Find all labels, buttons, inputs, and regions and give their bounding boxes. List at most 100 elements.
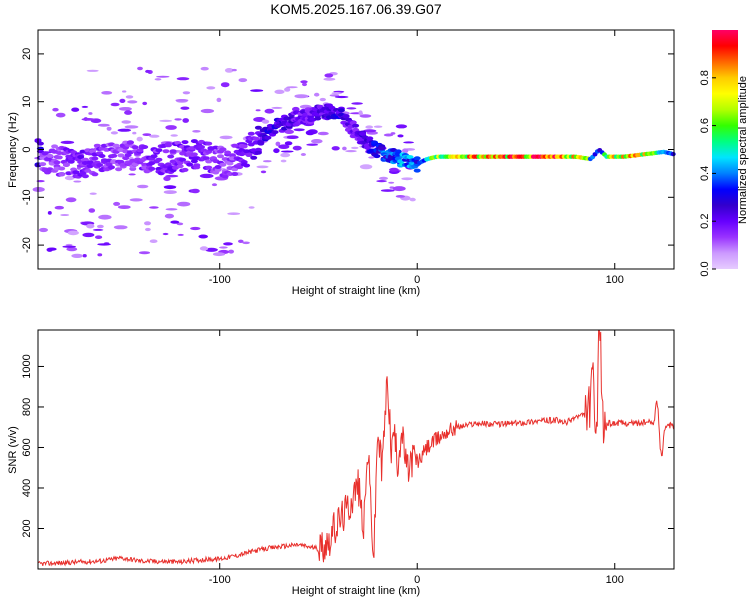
spectrogram-cell — [231, 68, 237, 72]
spectrogram-ridge-cell — [224, 150, 232, 155]
spectrogram-cell — [122, 90, 127, 93]
spectrogram-cell — [256, 165, 269, 169]
spectrogram-cell — [261, 119, 270, 124]
spectrogram-cell — [47, 211, 52, 215]
spectrogram-ridge-cell — [58, 166, 66, 171]
spectrogram-cell — [127, 100, 138, 104]
spectrogram-cell — [292, 145, 302, 151]
spectrogram-ridge-cell — [77, 155, 85, 159]
spectrogram-cell — [174, 118, 182, 121]
spectrogram-cell — [163, 190, 177, 195]
colorbar-tick-label: 0.2 — [699, 214, 711, 229]
spectrogram-ridge-cell — [176, 164, 184, 169]
spectrogram-ridge-cell — [67, 159, 75, 164]
spectrogram-ridge-cell — [81, 157, 89, 162]
spectrogram-cell — [376, 180, 387, 183]
spectrogram-ridge-cell — [217, 154, 224, 159]
colorbar-label: Normalized spectral amplitude — [737, 76, 749, 224]
spectrogram-ridge-cell — [81, 174, 89, 179]
spectrogram-cell — [273, 148, 280, 154]
spectrogram-cell — [163, 185, 177, 190]
spectrogram-cell — [365, 125, 374, 129]
spectrogram-cell — [159, 119, 173, 122]
spectrogram-ridge-cell — [231, 143, 239, 148]
spectrogram-cell — [144, 221, 151, 226]
spectrogram-cell — [395, 195, 406, 198]
spectrogram-cell — [278, 144, 290, 149]
spectrogram-ridge-cell — [243, 163, 251, 168]
spectrogram-cell — [165, 208, 178, 211]
spectrogram-ridge-cell — [214, 165, 222, 169]
spectrogram-cell — [351, 146, 359, 150]
spectrogram-y-label: Frequency (Hz) — [7, 112, 19, 188]
spectrogram-cell — [286, 135, 299, 139]
spectrogram-cell — [311, 139, 323, 144]
spectrogram-cell — [142, 133, 152, 137]
spectrogram-cell — [176, 222, 184, 226]
spectrogram-cell — [71, 253, 84, 258]
spectrogram-cell — [359, 114, 372, 118]
spectrogram-cell — [176, 77, 190, 81]
spectrogram-data — [32, 66, 676, 258]
spectrogram-cell — [331, 146, 340, 151]
spectrogram-ridge-cell — [205, 141, 213, 146]
spectrogram-cell — [264, 108, 275, 114]
spectrogram-cell — [317, 131, 329, 136]
spectrogram-cell — [137, 184, 149, 189]
spectrogram-cell — [65, 243, 73, 246]
spectrogram-ridge-cell — [406, 155, 414, 160]
spectrogram-ridge-cell — [193, 163, 201, 168]
spectrogram-ridge-cell — [53, 160, 61, 165]
snr-data — [37, 329, 675, 567]
spectrogram-ridge-cell — [110, 153, 118, 158]
spectrogram-cell — [219, 246, 228, 249]
spectrogram-cell — [305, 130, 315, 136]
spectrogram-cell — [300, 80, 308, 84]
spectrogram-ridge-cell — [226, 161, 234, 166]
spectrogram-cell — [255, 109, 261, 112]
spectrogram-cell — [180, 106, 190, 110]
spectrogram-x-tick-label: 100 — [606, 274, 624, 286]
spectrogram-ridge-cell — [93, 143, 101, 148]
spectrogram-cell — [392, 186, 406, 192]
spectrogram-cell — [284, 129, 295, 134]
spectrogram-cell — [89, 192, 97, 195]
spectrogram-cell — [88, 112, 93, 115]
spectrogram-cell — [97, 253, 103, 257]
spectrogram-y-tick-label: -20 — [21, 237, 33, 253]
spectrogram-cell — [106, 126, 112, 131]
spectrogram-cell — [110, 102, 120, 107]
spectrogram-cell — [104, 242, 110, 245]
spectrogram-ridge-cell — [115, 167, 123, 172]
spectrogram-ridge-cell — [179, 157, 187, 162]
spectrogram-cell — [293, 128, 305, 132]
spectrogram-ridge-cell — [245, 152, 253, 157]
spectrogram-ridge-cell — [214, 167, 222, 172]
spectrogram-ridge-cell — [46, 153, 54, 158]
spectrogram-cell — [280, 159, 287, 163]
spectrogram-cell — [164, 213, 174, 219]
snr-y-label: SNR (v/v) — [7, 426, 19, 474]
spectrogram-cell — [190, 188, 200, 194]
spectrogram-ridge-cell — [39, 162, 47, 167]
snr-panel: -100 0 100 200 400 600 800 1000 Height of strai… — [7, 329, 675, 597]
spectrogram-cell — [145, 69, 151, 73]
spectrogram-ridge-cell — [155, 157, 163, 162]
spectrogram-ridge-cell — [378, 146, 386, 151]
spectrogram-ridge-cell — [141, 145, 149, 149]
spectrogram-ridge-cell — [162, 149, 170, 154]
spectrogram-ridge-cell — [72, 170, 80, 175]
spectrogram-cell — [182, 91, 191, 95]
spectrogram-ridge-cell — [254, 150, 262, 155]
spectrogram-ridge-cell — [240, 144, 248, 149]
spectrogram-cell — [271, 106, 283, 109]
spectrogram-cell — [175, 99, 189, 102]
spectrogram-ridge-cell — [126, 140, 134, 145]
snr-x-label: Height of straight line (km) — [292, 585, 420, 597]
spectrogram-cell — [262, 160, 272, 163]
spectrogram-ridge-cell — [337, 108, 345, 113]
spectrogram-ridge-cell — [228, 153, 236, 158]
figure-title: KOM5.2025.167.06.39.G07 — [270, 1, 441, 17]
spectrogram-cell — [284, 87, 291, 92]
spectrogram-cell — [86, 69, 99, 72]
